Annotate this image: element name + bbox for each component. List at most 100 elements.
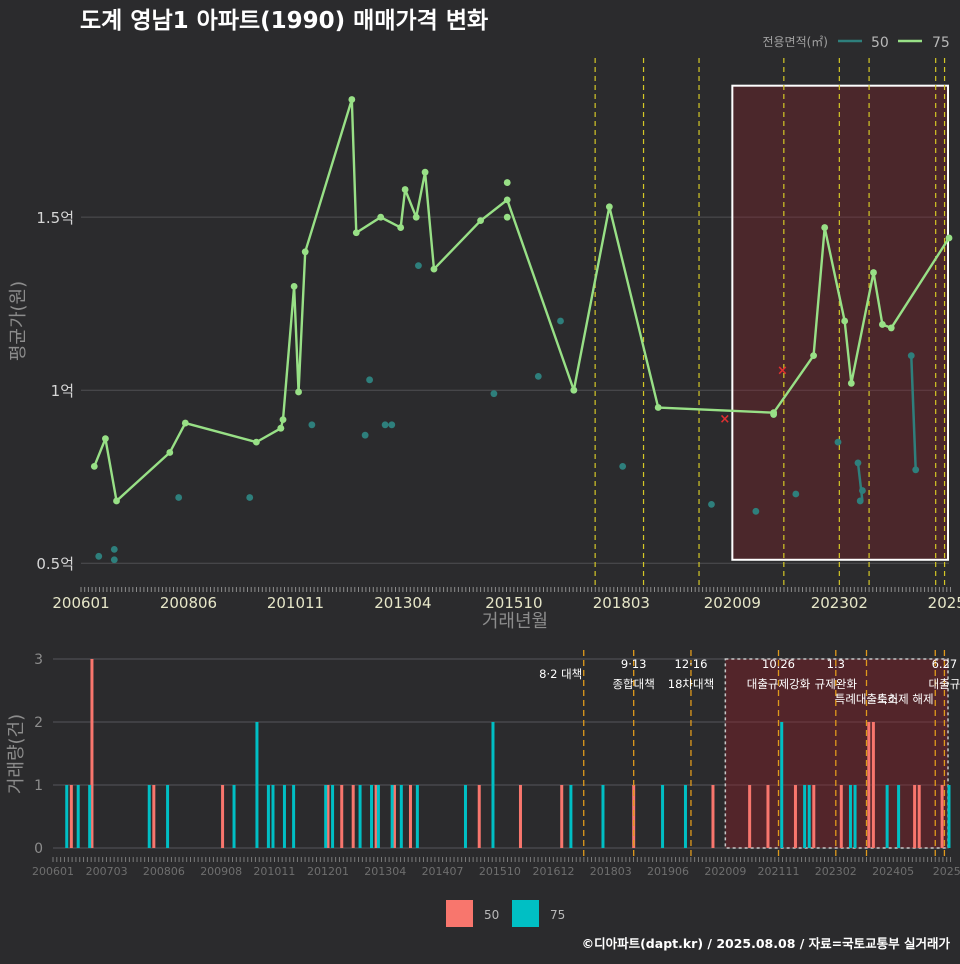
series-75-point (412, 213, 420, 221)
bar-50 (477, 785, 481, 848)
series-75-point (887, 324, 895, 332)
series-75-point (181, 419, 189, 427)
policy-name: 대출규 (929, 677, 960, 691)
series-50-point (95, 552, 103, 560)
x-tick-label: 200601 (52, 594, 109, 612)
bar-50 (871, 722, 875, 848)
bar-75 (65, 785, 69, 848)
bar-50 (221, 785, 225, 848)
policy-date: 10.26 (762, 657, 795, 671)
bar-75 (324, 785, 328, 848)
series-50-point (415, 262, 422, 270)
series-75-point (290, 282, 298, 290)
policy-name: 규제완화 (815, 677, 858, 691)
bar-75 (803, 785, 807, 848)
bar-x-tick-label: 202111 (758, 865, 800, 878)
x-tick-label: 201011 (267, 594, 324, 612)
bar-50 (913, 785, 917, 848)
bar-x-tick-label: 201510 (479, 865, 521, 878)
series-75-point (352, 229, 360, 237)
series-50-point (708, 501, 715, 508)
bottom-legend-swatch-75 (512, 900, 539, 927)
bar-y-axis-title: 거래량(건) (6, 714, 27, 794)
series-50-point (361, 431, 369, 439)
bar-75 (947, 785, 951, 848)
bar-75 (255, 722, 259, 848)
bar-x-tick-label: 200601 (32, 865, 74, 878)
policy-date: 12·16 (675, 657, 708, 671)
bar-75 (885, 785, 889, 848)
series-50-point (308, 421, 316, 429)
series-75-point (654, 404, 662, 411)
x-tick-label: 200806 (160, 594, 217, 612)
series-75-point (113, 497, 120, 505)
series-75-point (477, 217, 484, 225)
series-75-point (503, 179, 511, 186)
bar-50 (351, 785, 355, 848)
bar-75 (266, 785, 270, 848)
bar-50 (793, 785, 797, 848)
bar-x-tick-label: 200806 (143, 865, 185, 878)
policy-name: 8·2 대책 (539, 667, 582, 681)
series-50-point (246, 494, 254, 501)
series-75-point (401, 186, 409, 193)
series-50-point (792, 490, 800, 498)
bar-75 (292, 785, 296, 848)
bar-x-tick-label: 200703 (86, 865, 128, 878)
bar-x-tick-label: 202009 (704, 865, 746, 878)
series-75-point (377, 213, 385, 221)
series-50-point (557, 317, 564, 325)
bar-y-tick-label: 2 (34, 715, 43, 731)
bar-x-tick-label: 200908 (200, 865, 242, 878)
series-75-point (102, 435, 109, 443)
x-tick-label: 201510 (485, 594, 542, 612)
series-75-point (295, 388, 302, 396)
series-50-point (834, 438, 842, 446)
x-tick-label: 2025 (928, 594, 960, 612)
series-75-point (570, 386, 578, 394)
bar-50 (518, 785, 522, 848)
series-75-point (503, 213, 511, 221)
series-50-point (534, 372, 542, 380)
policy-name: 18차대책 (668, 677, 714, 691)
policy-date: 9·13 (621, 657, 647, 671)
bar-50 (340, 785, 344, 848)
policy-name: 토허제 해제 (877, 692, 934, 706)
bar-50 (326, 785, 330, 848)
bar-75 (399, 785, 403, 848)
bar-y-tick-label: 3 (34, 652, 43, 668)
bar-75 (147, 785, 151, 848)
bar-75 (166, 785, 170, 848)
bar-x-tick-label: 202302 (815, 865, 857, 878)
series-75-point (945, 234, 953, 242)
bar-x-tick-label: 201201 (307, 865, 349, 878)
series-50-point (912, 466, 920, 474)
bar-50 (374, 785, 378, 848)
bottom-legend-swatch-50 (446, 900, 473, 927)
series-50-point (490, 390, 498, 398)
highlight-box (731, 84, 950, 561)
bar-50 (90, 659, 94, 848)
series-75-point (166, 449, 174, 456)
bottom-legend: 50 75 (446, 900, 565, 927)
bar-75 (376, 785, 380, 848)
series-75-point (847, 379, 855, 387)
series-50-point (619, 462, 627, 470)
bar-75 (853, 785, 857, 848)
bar-50 (766, 785, 770, 848)
bar-x-tick-label: 201011 (253, 865, 295, 878)
series-75-point (841, 317, 849, 325)
bar-x-tick-label: 201407 (422, 865, 464, 878)
chart-title: 도계 영남1 아파트(1990) 매매가격 변화 (80, 8, 488, 34)
bar-75 (88, 785, 92, 848)
bar-50 (839, 785, 843, 848)
bar-50 (812, 785, 816, 848)
bar-x-tick-label: 201803 (590, 865, 632, 878)
policy-name: 대출규제강화 (747, 677, 811, 691)
bar-50 (560, 785, 564, 848)
y-tick-label: 0.5억 (36, 555, 74, 573)
bar-x-tick-label: 201304 (364, 865, 406, 878)
bar-75 (370, 785, 374, 848)
bottom-legend-label-75: 75 (550, 908, 565, 922)
